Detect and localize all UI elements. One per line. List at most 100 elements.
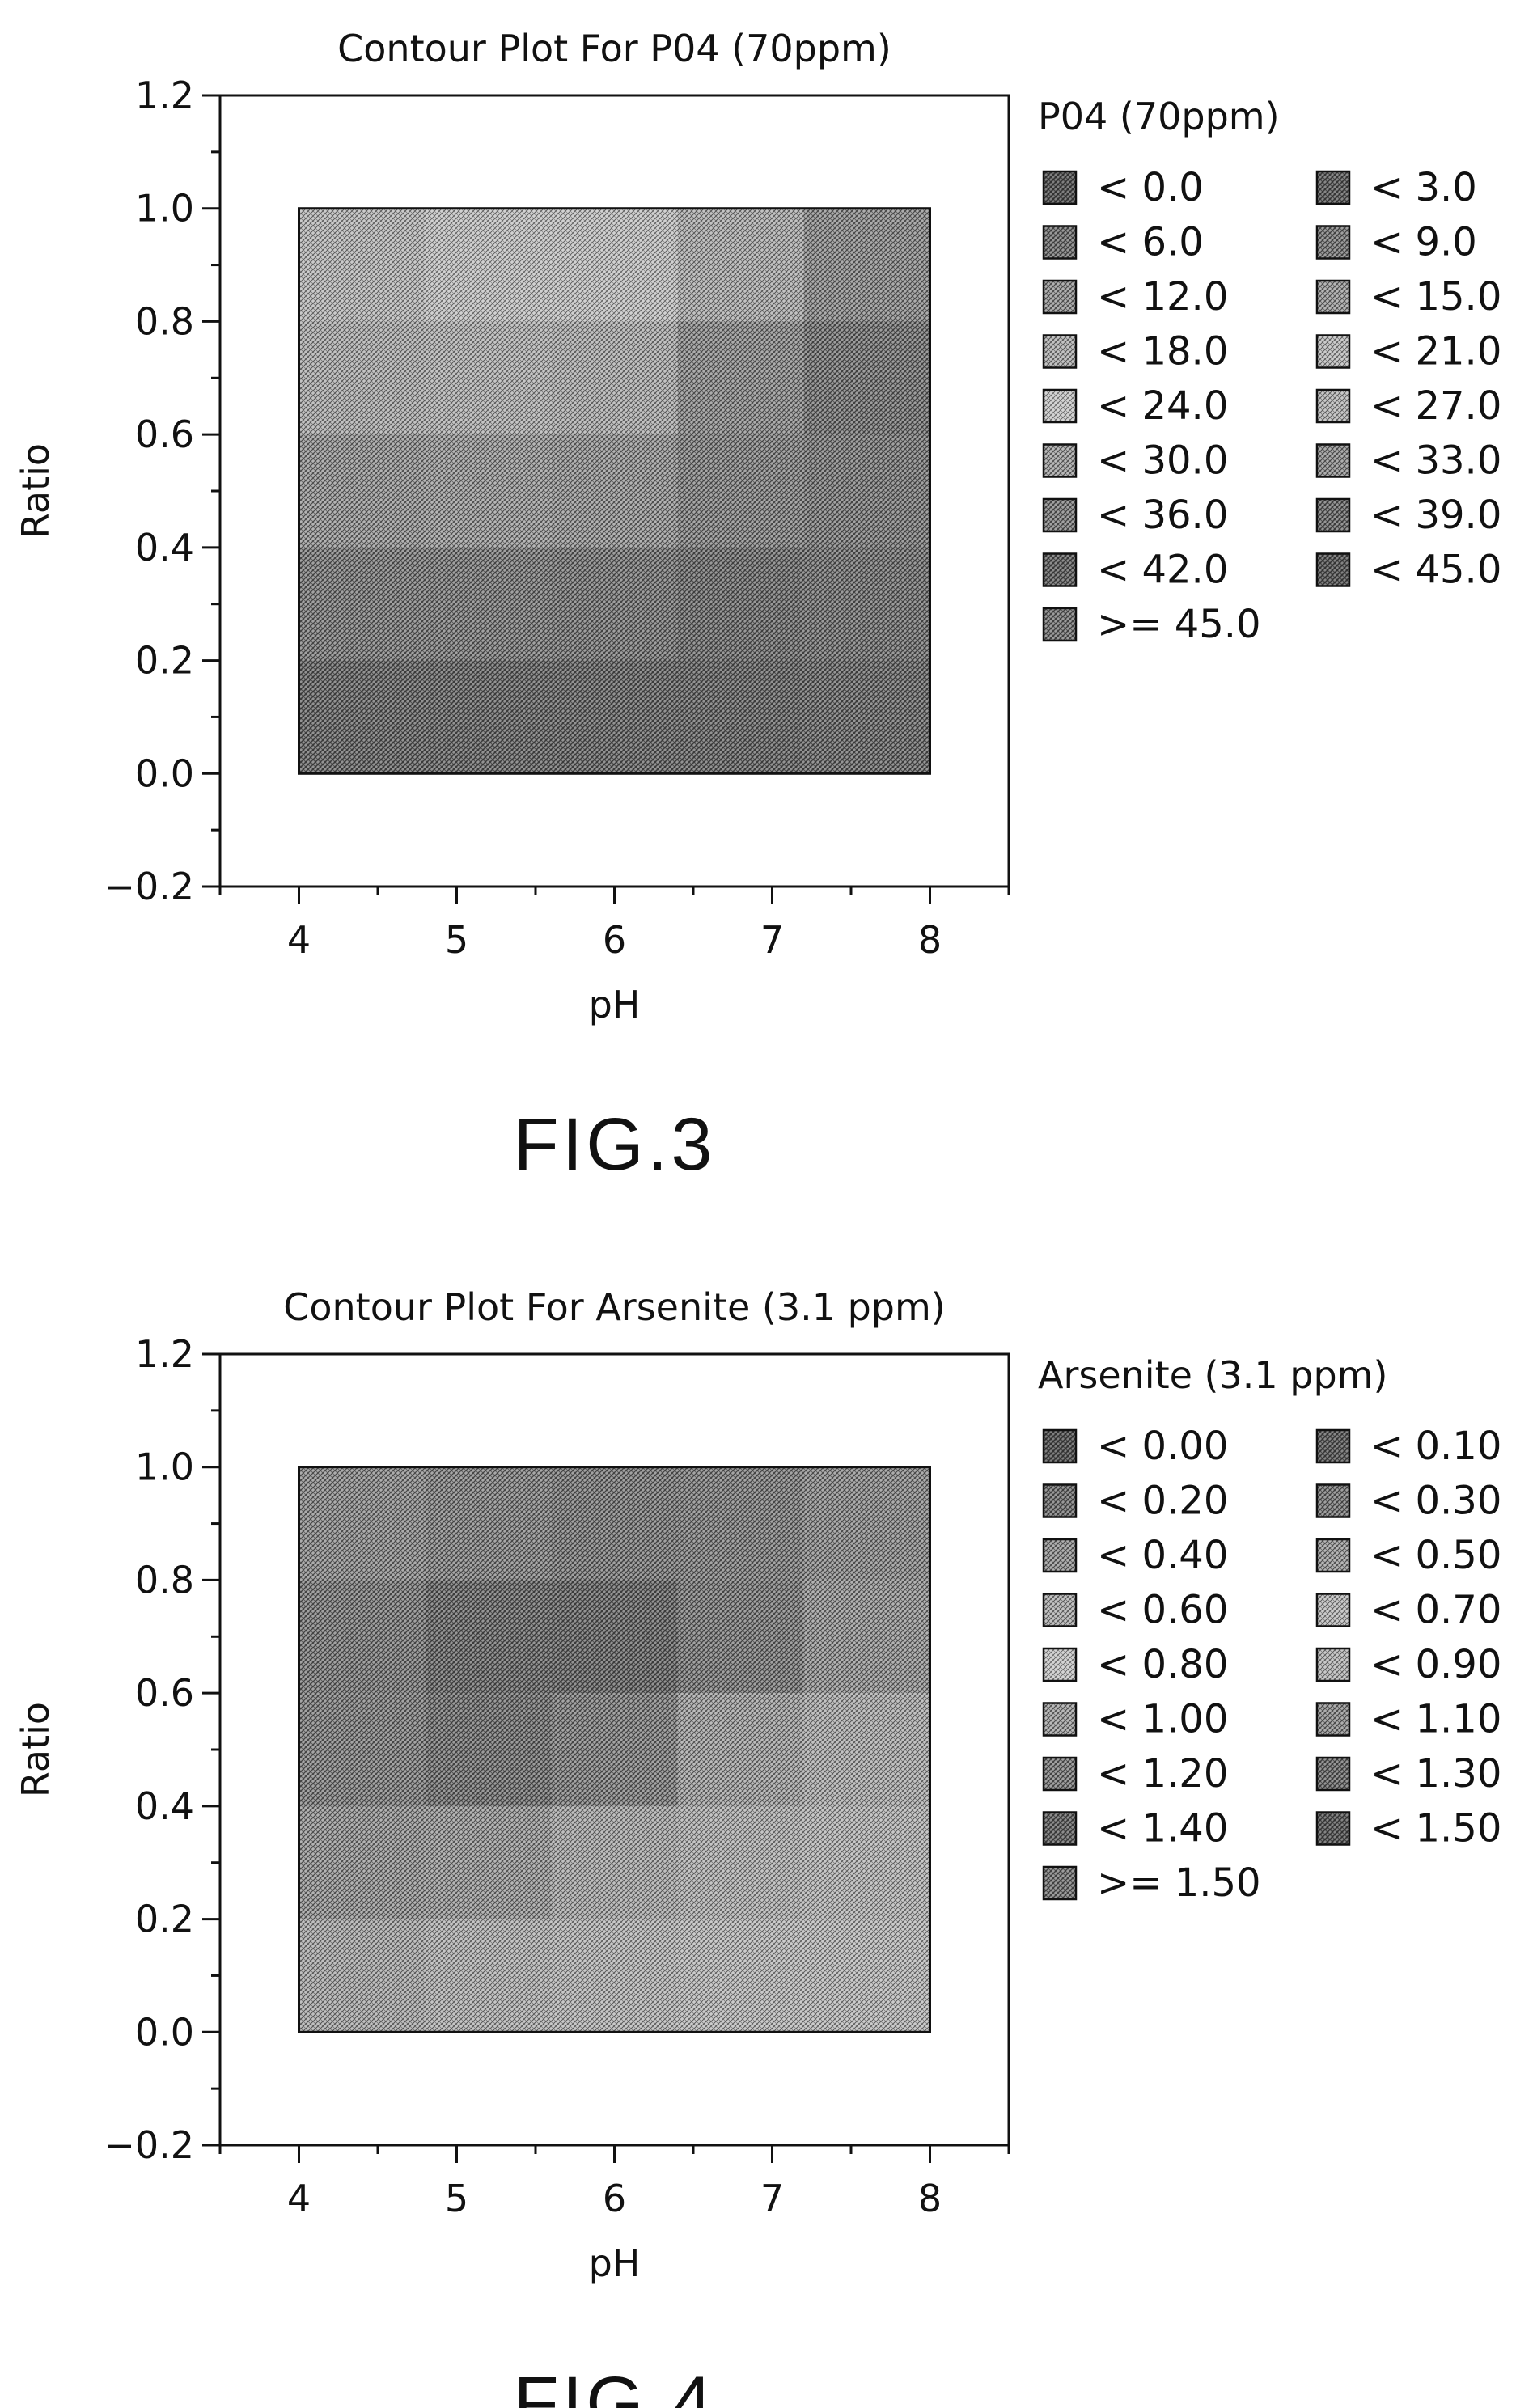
contour-cell (551, 208, 678, 322)
legend-entry-label: < 1.10 (1370, 1697, 1501, 1742)
contour-cell (299, 1580, 426, 1694)
contour-cell (425, 547, 552, 662)
y-tick-label: 0.4 (135, 526, 194, 569)
contour-cell (803, 1466, 930, 1581)
contour-cell (803, 547, 930, 662)
legend: Arsenite (3.1 ppm) < 0.00 < 0.10 < 0.20 < 0.… (1038, 1353, 1501, 1906)
contour-cell (551, 1580, 678, 1694)
legend-swatch (1315, 1702, 1351, 1737)
contour-cell (803, 434, 930, 548)
legend-entry-label: < 1.50 (1370, 1806, 1501, 1851)
legend-entry-label: < 12.0 (1097, 274, 1228, 320)
x-tick-label: 4 (287, 918, 311, 962)
contour-cell (677, 208, 804, 322)
legend-entry-label: < 27.0 (1370, 383, 1501, 429)
legend-swatch (1042, 225, 1078, 260)
legend-swatch (1315, 497, 1351, 533)
legend-swatch (1315, 1647, 1351, 1682)
legend-entry-label: < 1.40 (1097, 1806, 1228, 1851)
legend-swatch (1315, 334, 1351, 369)
y-tick-label: 1.0 (135, 187, 194, 231)
contour-region (299, 1466, 930, 2033)
legend-entry-label: < 18.0 (1097, 329, 1228, 375)
legend-swatch (1042, 497, 1078, 533)
legend-swatch (1042, 334, 1078, 369)
legend-entry-label: < 0.0 (1097, 165, 1204, 210)
y-tick-label: 0.2 (135, 639, 194, 683)
x-tick-label: 4 (287, 2177, 311, 2220)
legend-swatch (1042, 388, 1078, 424)
legend-swatch (1042, 1647, 1078, 1682)
legend-entry-label: < 3.0 (1370, 165, 1477, 210)
contour-cell (299, 660, 426, 774)
contour-border (298, 207, 931, 775)
contour-cell (299, 1693, 426, 1807)
legend-entry-label: < 1.20 (1097, 1751, 1228, 1796)
contour-cell (803, 1580, 930, 1694)
legend-entry-label: < 39.0 (1370, 493, 1501, 538)
legend-entry-label: >= 1.50 (1097, 1860, 1261, 1906)
legend-entry-label: < 0.80 (1097, 1642, 1228, 1687)
contour-cell (677, 547, 804, 662)
contour-cell (425, 660, 552, 774)
contour-cell (425, 1919, 552, 2033)
contour-cell (677, 1805, 804, 1920)
legend-entry-label: < 0.00 (1097, 1424, 1228, 1469)
legend-swatch (1042, 552, 1078, 587)
x-tick-label: 8 (918, 918, 942, 962)
legend-swatch (1315, 1593, 1351, 1627)
legend-entry-label: < 36.0 (1097, 493, 1228, 538)
legend-swatch (1315, 388, 1351, 424)
x-tick-label: 7 (760, 918, 784, 962)
contour-cell (299, 547, 426, 662)
legend-entry-label: >= 45.0 (1097, 602, 1261, 647)
x-tick-label: 6 (603, 918, 626, 962)
legend-swatch (1042, 607, 1078, 642)
contour-cell (803, 1693, 930, 1807)
legend-swatch (1315, 552, 1351, 587)
figure-caption: FIG.3 (513, 1103, 715, 1186)
legend-entry-label: < 15.0 (1370, 274, 1501, 320)
contour-cell (803, 321, 930, 435)
y-tick-label: 0.8 (135, 299, 194, 343)
contour-cell (551, 1919, 678, 2033)
legend-entry-label: < 0.90 (1370, 1642, 1501, 1687)
contour-cell (425, 434, 552, 548)
contour-cell (677, 1466, 804, 1581)
legend-swatch (1315, 225, 1351, 260)
contour-cell (803, 660, 930, 774)
contour-cell (425, 1805, 552, 1920)
legend-title: P04 (70ppm) (1038, 95, 1280, 138)
legend-swatch (1315, 279, 1351, 315)
chart-title: Contour Plot For Arsenite (3.1 ppm) (283, 1285, 946, 1329)
contour-cell (299, 208, 426, 322)
y-tick-label: 0.0 (135, 2010, 194, 2054)
contour-cell (551, 1466, 678, 1581)
y-tick-label: 0.4 (135, 1784, 194, 1828)
contour-cell (803, 1919, 930, 2033)
legend-swatch (1315, 443, 1351, 478)
legend-entry-label: < 6.0 (1097, 220, 1204, 265)
contour-cell (425, 1693, 552, 1807)
legend-entry-label: < 0.10 (1370, 1424, 1501, 1469)
legend-entry-label: < 1.30 (1370, 1751, 1501, 1796)
contour-cell (677, 1919, 804, 2033)
legend-swatch (1315, 1538, 1351, 1573)
contour-cell (425, 321, 552, 435)
legend-swatch (1042, 1483, 1078, 1518)
contour-cell (803, 1805, 930, 1920)
contour-cell (425, 208, 552, 322)
legend-swatch (1042, 1538, 1078, 1573)
x-axis-label: pH (589, 983, 641, 1026)
contour-cell (677, 1693, 804, 1807)
contour-cell (803, 208, 930, 322)
legend: P04 (70ppm) < 0.0 < 3.0 < 6.0 < 9.0 < 12.0 < 1… (1038, 95, 1501, 647)
legend-swatch (1042, 170, 1078, 205)
legend-entry-label: < 0.60 (1097, 1588, 1228, 1633)
legend-swatch (1042, 279, 1078, 315)
legend-swatch (1042, 443, 1078, 478)
y-axis-label: Ratio (14, 443, 57, 539)
legend-swatch (1042, 1756, 1078, 1792)
y-tick-label: 0.6 (135, 1671, 194, 1715)
contour-cell (677, 1580, 804, 1694)
